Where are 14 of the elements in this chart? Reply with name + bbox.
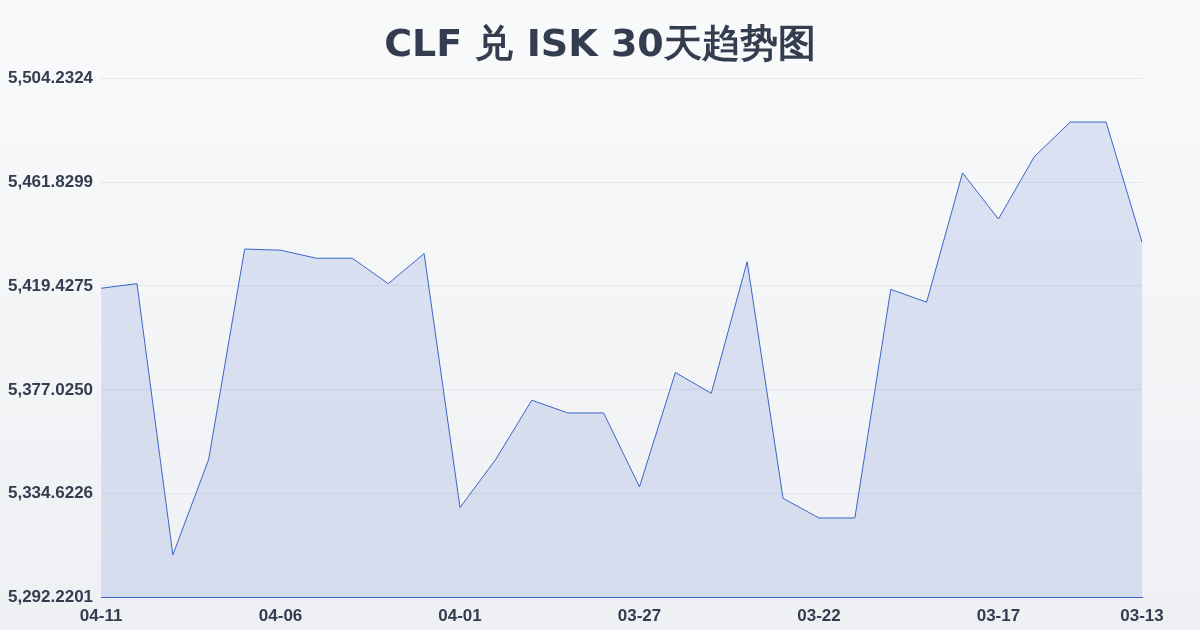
x-tick-label: 03-22 xyxy=(797,606,841,626)
x-tick-label: 04-01 xyxy=(438,606,482,626)
x-tick-label: 04-11 xyxy=(79,606,123,626)
y-tick-label: 5,419.4275 xyxy=(7,275,94,295)
x-tick-label: 03-13 xyxy=(1120,606,1164,626)
x-tick-label: 04-06 xyxy=(258,606,303,626)
y-tick-label: 5,461.8299 xyxy=(7,171,94,191)
y-tick-label: 5,377.0250 xyxy=(7,379,94,399)
x-tick-label: 03-17 xyxy=(976,606,1021,626)
x-tick-label: 03-27 xyxy=(617,606,662,626)
y-tick-label: 5,292.2201 xyxy=(7,587,94,607)
y-tick-label: 5,504.2324 xyxy=(7,67,94,87)
chart-title: CLF 兑 ISK 30天趋势图 xyxy=(383,20,817,67)
y-tick-label: 5,334.6226 xyxy=(7,483,94,503)
